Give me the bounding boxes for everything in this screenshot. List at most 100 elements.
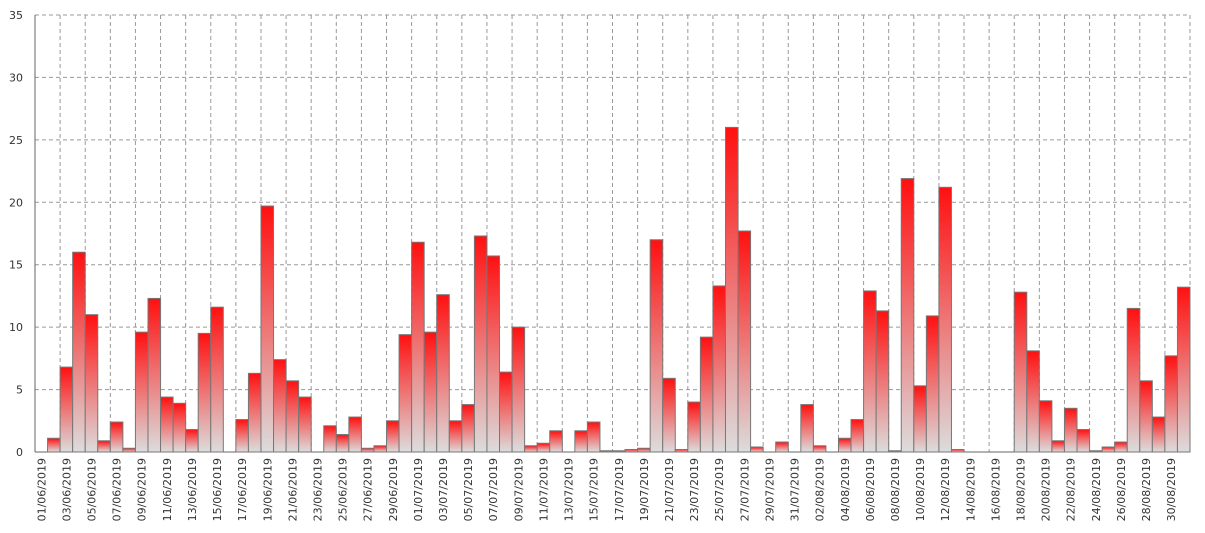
x-tick-label: 21/06/2019 — [286, 458, 299, 521]
bar — [84, 314, 99, 453]
bar — [1101, 446, 1116, 453]
bar — [900, 178, 915, 453]
bar — [348, 416, 362, 453]
bar — [574, 430, 588, 453]
x-tick-label: 14/08/2019 — [964, 458, 977, 521]
bar — [247, 372, 262, 453]
bar — [1164, 355, 1178, 453]
bar — [323, 425, 337, 453]
x-tick-label: 21/07/2019 — [663, 458, 676, 521]
x-tick-label: 05/07/2019 — [462, 458, 475, 521]
bar — [724, 126, 739, 453]
x-tick-label: 03/06/2019 — [60, 458, 73, 521]
x-tick-label: 25/06/2019 — [337, 458, 350, 521]
bar — [109, 421, 124, 453]
bar — [674, 449, 689, 453]
bar — [273, 359, 287, 453]
bar — [699, 336, 714, 453]
bar — [599, 450, 614, 453]
x-tick-label: 19/07/2019 — [638, 458, 651, 521]
x-tick-label: 01/07/2019 — [412, 458, 425, 521]
bar — [775, 441, 789, 453]
x-tick-label: 29/07/2019 — [763, 458, 776, 521]
x-tick-label: 18/08/2019 — [1015, 458, 1028, 521]
x-tick-label: 15/07/2019 — [588, 458, 601, 521]
bar — [335, 434, 350, 453]
bar — [913, 385, 927, 453]
x-tick-label: 16/08/2019 — [989, 458, 1002, 521]
bar — [373, 445, 388, 453]
bar — [524, 445, 538, 453]
bar — [59, 366, 74, 453]
x-tick-label: 13/07/2019 — [563, 458, 576, 521]
x-tick-label: 28/08/2019 — [1140, 458, 1153, 521]
bar — [586, 421, 601, 453]
x-tick-label: 03/07/2019 — [437, 458, 450, 521]
x-tick-label: 29/06/2019 — [387, 458, 400, 521]
x-tick-label: 26/08/2019 — [1115, 458, 1128, 521]
bar — [662, 377, 676, 453]
x-tick-label: 10/08/2019 — [914, 458, 927, 521]
x-tick-label: 12/08/2019 — [939, 458, 952, 521]
bar — [1126, 307, 1141, 453]
y-tick-label: 5 — [16, 384, 23, 397]
x-tick-label: 09/06/2019 — [136, 458, 149, 521]
bar — [210, 306, 224, 453]
bar — [1026, 350, 1040, 453]
bar — [737, 230, 752, 453]
bar — [1038, 400, 1053, 453]
bar — [147, 297, 162, 453]
x-tick-label: 05/06/2019 — [85, 458, 98, 521]
bar — [925, 315, 940, 453]
bar — [624, 449, 639, 453]
x-tick-label: 30/08/2019 — [1165, 458, 1178, 521]
y-tick-label: 30 — [9, 71, 23, 84]
bar — [260, 205, 275, 453]
bar — [850, 419, 865, 453]
bar — [172, 402, 187, 453]
bar — [360, 447, 375, 453]
bar — [97, 440, 111, 453]
x-tick-label: 25/07/2019 — [713, 458, 726, 521]
bar — [1076, 429, 1091, 453]
bar — [1063, 407, 1078, 453]
bar — [448, 420, 463, 453]
bar — [875, 310, 890, 453]
bar — [499, 371, 513, 453]
bar — [398, 334, 413, 453]
bar — [386, 420, 400, 453]
x-tick-label: 27/06/2019 — [362, 458, 375, 521]
bar — [1089, 450, 1103, 453]
x-tick-label: 23/06/2019 — [311, 458, 324, 521]
x-tick-label: 01/06/2019 — [35, 458, 48, 521]
bar — [837, 437, 852, 453]
bar — [888, 450, 902, 453]
bar — [637, 447, 651, 453]
bar — [950, 449, 965, 453]
bar — [687, 401, 701, 453]
bar — [461, 404, 475, 453]
y-tick-label: 0 — [16, 446, 23, 459]
y-tick-label: 15 — [9, 259, 23, 272]
bar — [122, 447, 136, 453]
x-tick-label: 09/07/2019 — [512, 458, 525, 521]
bar — [812, 445, 827, 453]
bar — [536, 442, 551, 453]
bar — [511, 326, 526, 453]
bar — [423, 331, 438, 453]
bar — [436, 294, 450, 453]
x-tick-label: 07/07/2019 — [487, 458, 500, 521]
x-tick-label: 19/06/2019 — [261, 458, 274, 521]
x-tick-label: 11/06/2019 — [161, 458, 174, 521]
bar — [1051, 440, 1065, 453]
x-tick-label: 17/07/2019 — [613, 458, 626, 521]
x-tick-label: 20/08/2019 — [1040, 458, 1053, 521]
x-tick-label: 11/07/2019 — [537, 458, 550, 521]
x-tick-label: 23/07/2019 — [688, 458, 701, 521]
x-tick-label: 04/08/2019 — [839, 458, 852, 521]
bar — [486, 255, 501, 453]
y-tick-label: 20 — [9, 196, 23, 209]
bar — [612, 450, 626, 453]
bar — [235, 419, 249, 453]
bar — [185, 429, 199, 453]
